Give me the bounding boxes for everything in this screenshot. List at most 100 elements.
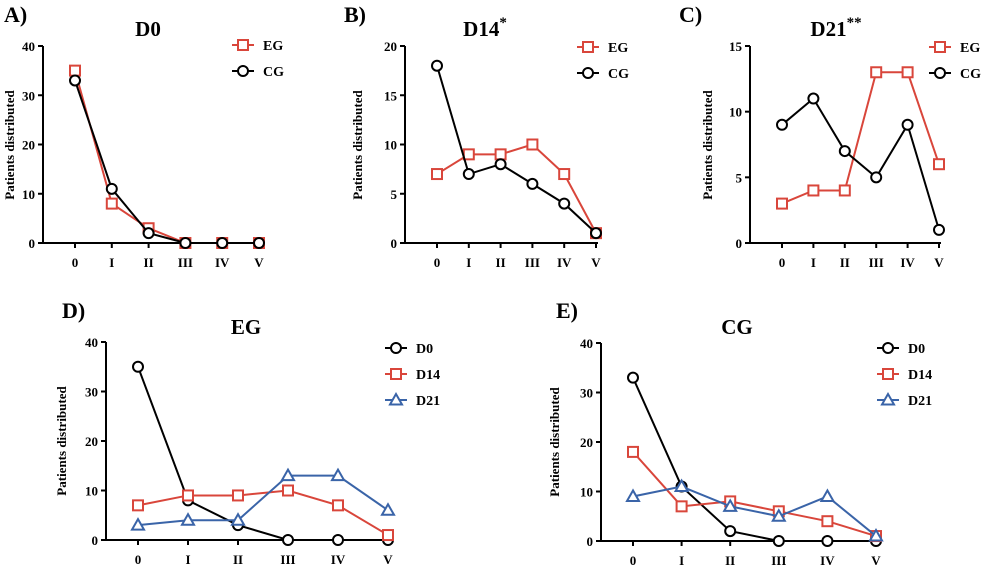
- x-tick-label: 0: [630, 553, 637, 568]
- series-d21: [130, 467, 396, 531]
- y-tick-label: 5: [391, 187, 398, 202]
- series-line: [632, 451, 877, 538]
- data-point: [431, 59, 443, 72]
- data-point: [821, 515, 834, 528]
- y-axis-label: Patients distributed: [2, 90, 17, 200]
- panel-label: C): [679, 2, 702, 27]
- legend-label: D21: [416, 394, 440, 409]
- data-point: [558, 168, 571, 181]
- legend-label: EG: [263, 39, 283, 54]
- panel-label: E): [556, 298, 578, 323]
- legend-label: CG: [263, 65, 284, 80]
- series-d0: [132, 360, 394, 546]
- x-tick-label: I: [679, 553, 684, 568]
- data-point: [933, 158, 945, 171]
- legend-marker: [237, 39, 249, 51]
- data-point: [282, 534, 294, 546]
- data-point: [180, 512, 196, 526]
- data-point: [819, 488, 836, 502]
- chart-title-text: CG: [721, 315, 753, 339]
- x-tick-label: I: [109, 255, 114, 270]
- legend-label: EG: [960, 41, 980, 56]
- data-point: [838, 145, 851, 158]
- legend-marker: [934, 41, 946, 53]
- y-tick-label: 20: [85, 434, 98, 449]
- data-point: [675, 500, 688, 513]
- y-tick-label: 20: [22, 138, 35, 153]
- data-point: [282, 484, 294, 497]
- data-point: [232, 489, 244, 502]
- y-tick-label: 10: [580, 485, 593, 500]
- series-cg: [776, 92, 945, 236]
- data-point: [216, 237, 229, 249]
- data-point: [821, 535, 834, 547]
- data-point: [105, 197, 118, 210]
- series-eg: [776, 66, 945, 210]
- legend-marker: [390, 368, 402, 380]
- series-line: [137, 474, 389, 527]
- data-point: [182, 489, 194, 502]
- data-point: [807, 184, 820, 197]
- chart-title-text: D21: [810, 17, 846, 41]
- data-point: [901, 118, 914, 131]
- data-point: [901, 66, 914, 79]
- data-point: [868, 528, 884, 542]
- x-tick-label: V: [871, 553, 881, 568]
- legend-label: D0: [908, 342, 925, 357]
- series-line: [436, 65, 597, 234]
- data-point: [179, 237, 192, 249]
- y-tick-label: 15: [729, 39, 743, 54]
- legend-label: CG: [608, 67, 629, 82]
- x-tick-label: II: [144, 255, 154, 270]
- y-tick-label: 0: [736, 236, 743, 251]
- chart-title-superscript: **: [847, 15, 862, 31]
- x-tick-label: III: [525, 255, 540, 270]
- chart-title-text: D14: [463, 17, 500, 41]
- chart-title: D14*: [463, 15, 507, 41]
- data-point: [558, 197, 571, 210]
- data-point: [807, 92, 820, 105]
- series-line: [74, 80, 259, 244]
- x-tick-label: 0: [72, 255, 79, 270]
- legend-marker: [388, 391, 404, 406]
- legend-label: EG: [608, 41, 628, 56]
- y-tick-label: 10: [729, 105, 742, 120]
- series-d0: [627, 371, 882, 547]
- data-point: [771, 508, 787, 522]
- legend-label: D14: [416, 368, 440, 383]
- x-tick-label: V: [383, 552, 393, 567]
- series-line: [632, 377, 876, 542]
- x-tick-label: V: [591, 255, 601, 270]
- legend-label: CG: [960, 67, 981, 82]
- data-point: [673, 478, 690, 493]
- y-tick-label: 0: [92, 533, 99, 548]
- series-line: [74, 70, 259, 244]
- y-tick-label: 10: [85, 484, 98, 499]
- y-axis-label: Patients distributed: [54, 386, 69, 496]
- series-d14: [132, 484, 394, 542]
- y-tick-label: 5: [736, 170, 743, 185]
- data-point: [776, 118, 788, 131]
- y-tick-label: 40: [580, 336, 593, 351]
- x-tick-label: III: [869, 255, 884, 270]
- legend-marker: [582, 67, 594, 79]
- data-point: [142, 227, 155, 240]
- legend-label: D14: [908, 368, 932, 383]
- legend-marker: [237, 65, 249, 77]
- y-tick-label: 30: [22, 88, 35, 103]
- series-line: [781, 71, 940, 205]
- data-point: [253, 237, 265, 249]
- x-tick-label: II: [840, 255, 850, 270]
- data-point: [722, 498, 738, 512]
- y-tick-label: 10: [384, 138, 397, 153]
- data-point: [462, 168, 475, 181]
- data-point: [526, 177, 539, 190]
- data-point: [870, 171, 883, 184]
- data-point: [776, 197, 788, 210]
- y-tick-label: 0: [391, 236, 398, 251]
- y-tick-label: 40: [22, 39, 35, 54]
